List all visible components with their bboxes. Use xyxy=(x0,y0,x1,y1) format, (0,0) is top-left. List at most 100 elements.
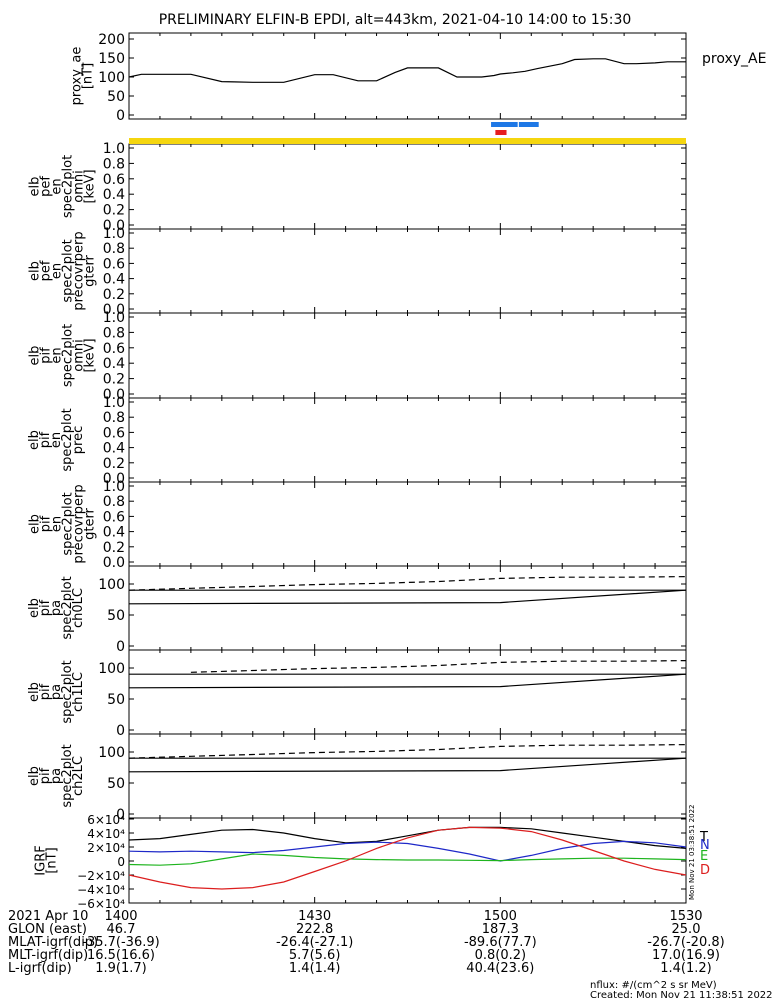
y-tick-label: 0 xyxy=(116,108,125,124)
panel-pif_pmni: 0.00.20.40.60.81.0 elbpifenspec2plotomni[… xyxy=(28,310,687,403)
y-axis-label: elb xyxy=(28,177,43,197)
xaxis-row-value: 1530 xyxy=(669,909,702,924)
y-tick-label: 0.6 xyxy=(103,509,125,525)
xaxis-row-value: 1400 xyxy=(104,909,137,924)
y-axis-label: spec2plot xyxy=(61,324,76,387)
y-axis-label: spec2plot xyxy=(61,155,76,218)
y-tick-label: 2×10⁴ xyxy=(87,841,125,855)
legend-n: N xyxy=(700,838,710,853)
y-axis-label: elb xyxy=(27,430,42,450)
y-axis-label: ch1LC xyxy=(71,672,86,712)
series-line-0 xyxy=(128,744,687,759)
y-axis-label: spec2plot xyxy=(61,239,76,302)
yellow-status-bar xyxy=(129,138,686,144)
red-status-bar xyxy=(495,130,507,135)
xaxis-row-value: -26.4(-27.1) xyxy=(276,935,353,950)
y-axis-label: elb xyxy=(27,766,42,786)
y-tick-label: 50 xyxy=(107,776,125,792)
y-axis-label: gterr xyxy=(83,507,98,539)
panel-frame xyxy=(128,565,687,651)
y-tick-label: 0.8 xyxy=(103,325,125,341)
y-tick-label: 0.6 xyxy=(103,341,125,357)
y-tick-label: 0.0 xyxy=(103,471,125,487)
y-tick-label: 0.2 xyxy=(103,456,125,472)
y-tick-label: 0.4 xyxy=(103,356,125,372)
panel-frame xyxy=(128,228,687,314)
y-tick-label: 0 xyxy=(117,855,125,869)
y-axis-label: pa xyxy=(49,600,64,616)
y-tick-label: 1.0 xyxy=(103,226,125,242)
xaxis-row: MLAT-igrf(dip)-35.7(-36.9) -26.4(-27.1) -8… xyxy=(8,935,725,950)
y-axis-label: en xyxy=(49,432,64,448)
xaxis-row-value: 0.8(0.2) xyxy=(475,948,527,963)
y-axis-label: omni xyxy=(72,170,87,202)
panel-frame xyxy=(128,481,687,567)
y-axis-label: [nT] xyxy=(81,63,96,89)
series-line-T xyxy=(128,826,687,849)
y-tick-label: 1.0 xyxy=(103,479,125,495)
xaxis-row-value: 16.5(16.6) xyxy=(87,948,155,963)
y-tick-label: 0.8 xyxy=(103,410,125,426)
series-line-1 xyxy=(128,757,687,773)
panel-frame xyxy=(128,143,687,230)
panel-frame xyxy=(128,397,687,483)
xaxis-row-value: 1.9(1.7) xyxy=(95,961,147,976)
y-axis-label: en xyxy=(50,516,65,532)
blue-status-bar xyxy=(491,122,518,127)
y-axis-label: pif xyxy=(39,347,54,364)
y-axis-label: spec2plot xyxy=(60,744,75,807)
y-axis-label: pef xyxy=(39,260,54,281)
y-axis-label: IGRF xyxy=(34,845,49,875)
proxy-ae-line xyxy=(128,58,686,83)
xaxis-row-value: 25.0 xyxy=(672,922,701,937)
y-tick-label: 0.6 xyxy=(103,425,125,441)
series-line-1 xyxy=(128,589,687,605)
xaxis-row: 2021 Apr 10 1400 1430 1500 1530 xyxy=(8,909,703,924)
xaxis-row-value: 222.8 xyxy=(296,922,333,937)
panel-frame xyxy=(128,312,687,399)
side-note: Mon Nov 21 03:38:51 2022 xyxy=(688,805,696,900)
xaxis-row-value: 5.7(5.6) xyxy=(289,948,341,963)
y-axis-label: omni xyxy=(72,339,87,371)
xaxis-row-value: -35.7(-36.9) xyxy=(82,935,159,950)
xaxis-row-value: 1430 xyxy=(298,909,331,924)
y-axis-label: precovrperp xyxy=(72,231,87,310)
y-tick-label: −4×10⁴ xyxy=(77,883,125,897)
series-line-1 xyxy=(128,673,687,689)
y-tick-label: 0.8 xyxy=(103,494,125,510)
y-axis-label: precovrperp xyxy=(72,484,87,563)
y-axis-label: pef xyxy=(39,176,54,197)
panel-pef_precovrperp: 0.00.20.40.60.81.0 elbpefenspec2plotpreco… xyxy=(28,226,687,318)
y-axis-label: pif xyxy=(38,683,53,700)
xaxis-row: MLT-igrf(dip)16.5(16.6) 5.7(5.6) 0.8(0.2) 1… xyxy=(8,948,720,963)
xaxis-row-value: 187.3 xyxy=(482,922,519,937)
y-axis-label: pa xyxy=(49,768,64,784)
y-axis-label: pif xyxy=(38,767,53,784)
series-line-0 xyxy=(190,660,687,673)
y-tick-label: 50 xyxy=(107,608,125,624)
y-tick-label: 0.6 xyxy=(103,256,125,272)
y-tick-label: 4×10⁴ xyxy=(87,827,125,841)
blue-status-bar xyxy=(518,122,539,127)
y-axis-label: en xyxy=(50,347,65,363)
y-tick-label: 0.4 xyxy=(103,525,125,541)
panel-pif_precovrperp: 0.00.20.40.60.81.0 elbpifenspec2plotpreco… xyxy=(28,479,687,571)
xaxis-row-value: 1.4(1.2) xyxy=(660,961,712,976)
y-axis-label: proxy_ae xyxy=(70,47,85,106)
xaxis-row-label: MLAT-igrf(dip) xyxy=(8,935,98,950)
panel-proxy_ae: 0 50 100 150 200 proxy_ae[nT] proxy_AE xyxy=(70,32,767,124)
y-tick-label: 100 xyxy=(98,745,125,761)
xaxis-row-value: 1.4(1.4) xyxy=(289,961,341,976)
y-axis-label: spec2plot xyxy=(61,492,76,555)
y-tick-label: 0.2 xyxy=(103,287,125,303)
y-axis-label: prec xyxy=(71,426,86,454)
y-axis-label: ch2LC xyxy=(71,756,86,796)
y-tick-label: −6×10⁴ xyxy=(77,897,125,911)
y-tick-label: 1.0 xyxy=(103,395,125,411)
y-tick-label: 0.2 xyxy=(103,540,125,556)
y-tick-label: 0 xyxy=(116,807,125,823)
